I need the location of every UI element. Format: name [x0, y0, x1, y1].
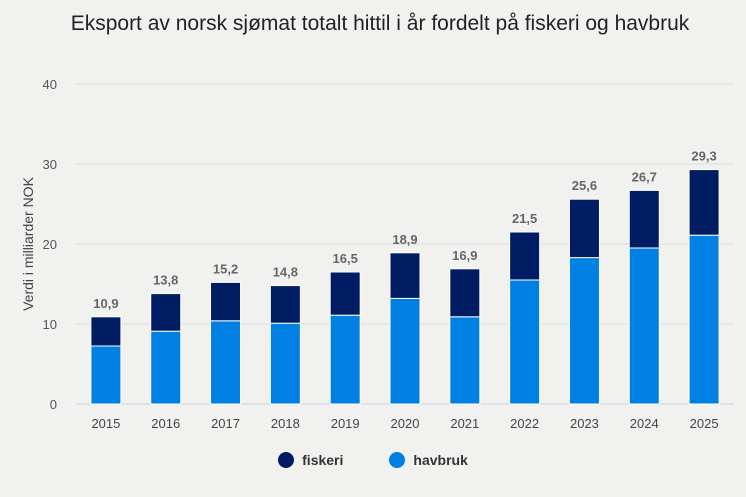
legend-label-havbruk: havbruk	[413, 452, 468, 468]
y-tick-label: 20	[43, 237, 57, 252]
bar-fiskeri	[568, 198, 600, 259]
data-label: 16,5	[333, 251, 358, 266]
x-tick-label: 2019	[331, 416, 360, 431]
bar-havbruk	[568, 257, 600, 405]
y-tick-label: 0	[50, 397, 57, 412]
chart-legend: fiskeri havbruk	[0, 452, 746, 468]
data-label: 21,5	[512, 211, 537, 226]
y-tick-label: 40	[43, 77, 57, 92]
bar-fiskeri	[688, 169, 720, 236]
bar-havbruk	[329, 314, 361, 405]
x-tick-label: 2022	[510, 416, 539, 431]
x-tick-label: 2024	[630, 416, 659, 431]
bar-havbruk	[150, 330, 182, 405]
y-axis-label: Verdi i milliarder NOK	[20, 176, 36, 310]
x-tick-label: 2020	[391, 416, 420, 431]
bar-havbruk	[269, 322, 301, 405]
bar-havbruk	[688, 234, 720, 405]
x-tick-label: 2017	[211, 416, 240, 431]
chart-title: Eksport av norsk sjømat totalt hittil i …	[70, 12, 690, 35]
bar-havbruk	[509, 279, 541, 405]
data-label: 16,9	[452, 248, 477, 263]
bar-fiskeri	[329, 271, 361, 316]
x-tick-label: 2025	[690, 416, 719, 431]
x-tick-label: 2016	[151, 416, 180, 431]
x-tick-label: 2023	[570, 416, 599, 431]
legend-item-havbruk[interactable]: havbruk	[389, 452, 468, 468]
bar-havbruk	[389, 297, 421, 405]
bar-havbruk	[628, 247, 660, 405]
y-tick-label: 30	[43, 157, 57, 172]
data-label: 14,8	[273, 265, 298, 280]
bar-fiskeri	[628, 189, 660, 249]
data-label: 10,9	[93, 296, 118, 311]
bar-fiskeri	[509, 231, 541, 281]
x-tick-label: 2018	[271, 416, 300, 431]
bar-fiskeri	[389, 252, 421, 299]
legend-swatch-havbruk	[389, 452, 406, 468]
data-label: 25,6	[572, 178, 597, 193]
bar-fiskeri	[210, 281, 242, 322]
x-tick-label: 2021	[450, 416, 479, 431]
data-label: 29,3	[691, 149, 716, 164]
data-label: 18,9	[392, 232, 417, 247]
bar-havbruk	[449, 316, 481, 405]
x-tick-label: 2015	[91, 416, 120, 431]
legend-label-fiskeri: fiskeri	[302, 452, 344, 468]
bar-fiskeri	[90, 316, 122, 347]
data-label: 13,8	[153, 273, 178, 288]
bar-havbruk	[90, 345, 122, 405]
bar-fiskeri	[150, 293, 182, 332]
legend-swatch-fiskeri	[278, 452, 295, 468]
data-label: 26,7	[632, 169, 657, 184]
bar-havbruk	[210, 320, 242, 405]
bar-fiskeri	[269, 285, 301, 324]
bar-fiskeri	[449, 268, 481, 318]
legend-item-fiskeri[interactable]: fiskeri	[278, 452, 343, 468]
data-label: 15,2	[213, 261, 238, 276]
y-tick-label: 10	[43, 317, 57, 332]
